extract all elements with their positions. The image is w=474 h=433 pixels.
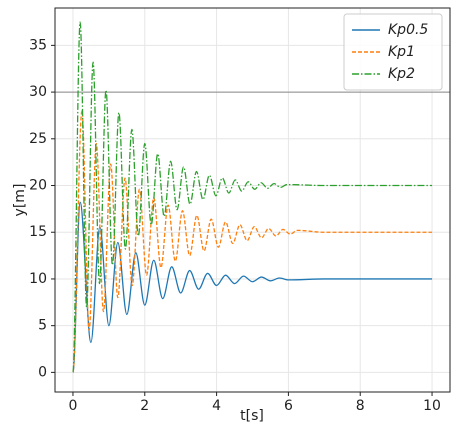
x-tick-label: 8 [356, 398, 365, 414]
y-tick-label: 10 [29, 271, 47, 287]
x-tick-label: 10 [423, 398, 441, 414]
plot-frame [54, 7, 451, 393]
y-tick-label: 35 [29, 37, 47, 53]
y-tick-label: 20 [29, 178, 47, 194]
legend-label: Kp0.5 [388, 22, 428, 38]
y-tick-label: 5 [38, 318, 47, 334]
x-tick-label: 4 [212, 398, 221, 414]
y-axis-label: y[m] [12, 184, 28, 217]
x-tick-label: 0 [68, 398, 77, 414]
legend-box [343, 13, 443, 91]
y-tick-label: 30 [29, 84, 47, 100]
legend-label: Kp2 [388, 66, 415, 82]
legend-label: Kp1 [388, 44, 415, 60]
data-line [72, 21, 433, 374]
x-tick-label: 6 [284, 398, 293, 414]
x-tick-label: 2 [140, 398, 149, 414]
legend: Kp0.5 Kp1 Kp2 [343, 13, 443, 91]
y-tick-label: 15 [29, 224, 47, 240]
x-axis-label: t[s] [240, 408, 264, 424]
y-tick-label: 25 [29, 131, 47, 147]
y-tick-label: 0 [38, 364, 47, 380]
